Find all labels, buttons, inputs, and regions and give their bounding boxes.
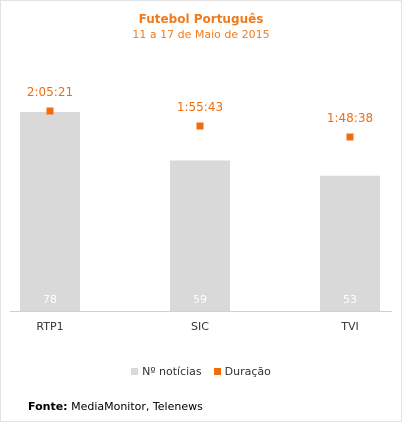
chart-title: Futebol Português (138, 12, 264, 26)
legend-swatch-duracao (213, 368, 221, 375)
x-tick-label: SIC (191, 320, 209, 333)
source-label: Fonte: (28, 400, 68, 413)
x-tick-label: TVI (340, 320, 359, 333)
legend-label-duracao: Duração (224, 365, 271, 378)
source-note: Fonte: MediaMonitor, Telenews (28, 400, 203, 413)
legend-item-duracao[interactable]: Duração (213, 365, 271, 378)
legend-swatch-noticias (131, 368, 139, 375)
bar-sic (170, 160, 230, 311)
duration-marker (346, 133, 354, 141)
legend-item-noticias[interactable]: Nº notícias (131, 365, 202, 378)
duration-marker (196, 122, 204, 130)
duration-marker (46, 107, 54, 115)
duration-label: 1:48:38 (327, 111, 373, 125)
source-text: MediaMonitor, Telenews (67, 400, 203, 413)
duration-label: 2:05:21 (27, 85, 73, 99)
bar-value-label: 59 (193, 293, 207, 306)
x-tick-label: RTP1 (36, 320, 63, 333)
duration-label: 1:55:43 (177, 100, 223, 114)
bar-value-label: 78 (43, 293, 57, 306)
bar-tvi (320, 175, 380, 311)
bar-rtp1 (20, 112, 80, 311)
bar-value-label: 53 (343, 293, 357, 306)
chart-subtitle: 11 a 17 de Maio de 2015 (132, 28, 270, 41)
chart-area: 78 2:05:21 RTP1 59 1:55:43 SIC 53 1:48:38 TVI (10, 85, 392, 333)
legend: Nº notícias Duração (0, 365, 402, 378)
legend-label-noticias: Nº notícias (142, 365, 202, 378)
